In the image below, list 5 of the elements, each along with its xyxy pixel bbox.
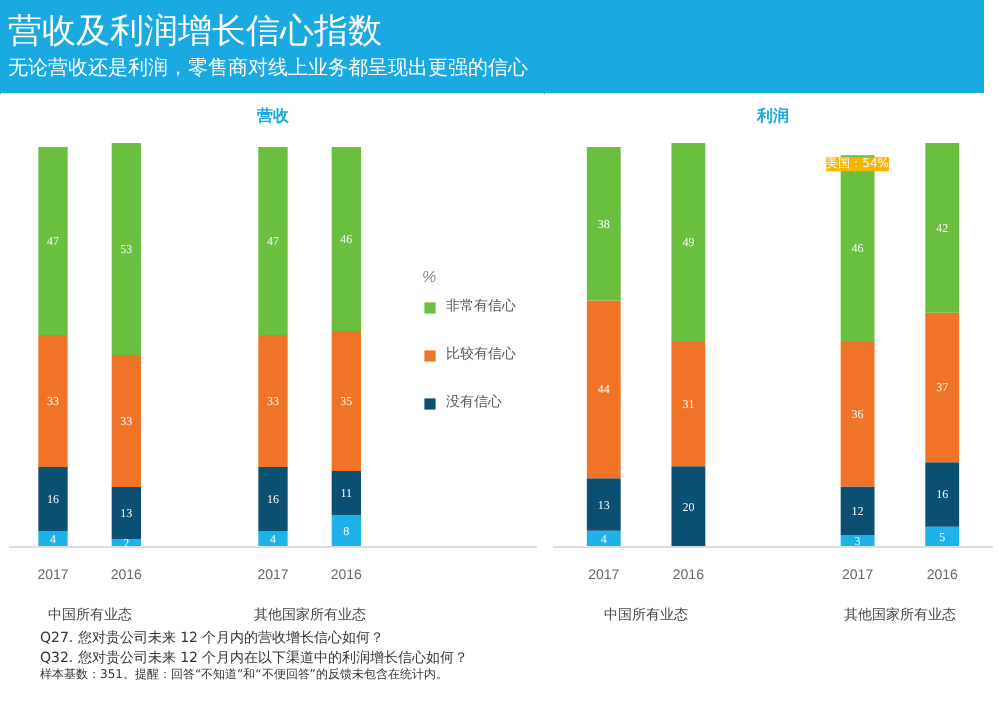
- x-axis-title: 利润: [755, 105, 789, 125]
- x-axis-title: 营收: [255, 107, 291, 125]
- legend-title: %: [422, 268, 439, 286]
- chart-title: 营收及利润增长信心指数: [8, 10, 384, 56]
- chart-subtitle: 无论营收还是利润，零售商对线上业务都呈现出更强的信心: [8, 56, 530, 85]
